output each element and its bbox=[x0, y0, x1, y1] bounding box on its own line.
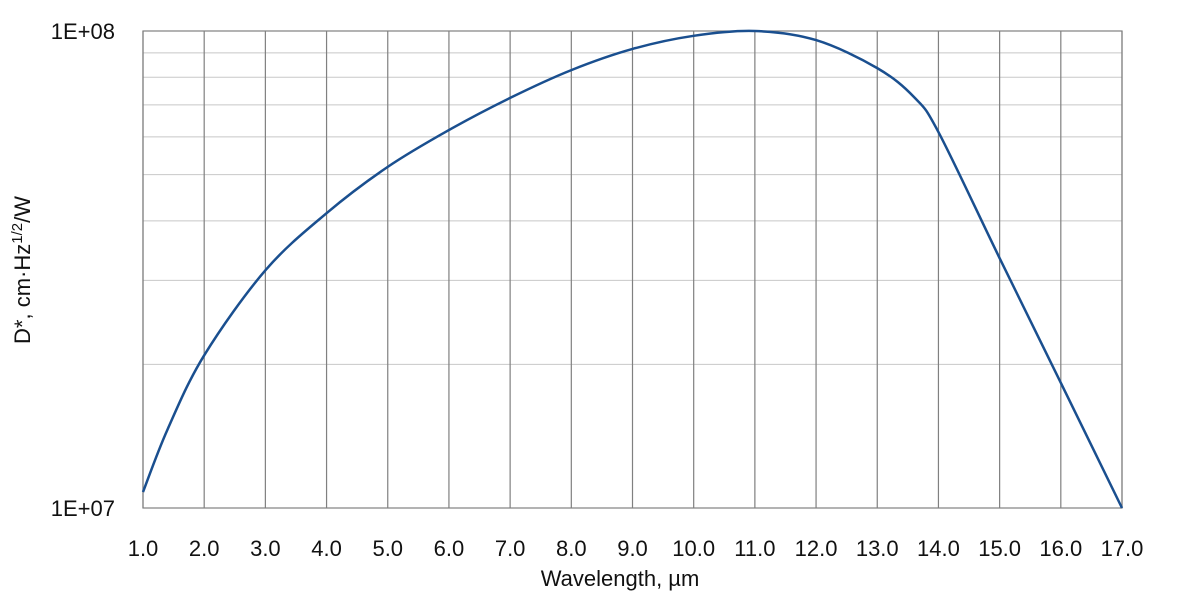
x-axis-label: Wavelength, µm bbox=[541, 566, 700, 591]
y-label-text: D*, cm·Hz bbox=[10, 244, 35, 344]
x-tick-label: 2.0 bbox=[189, 536, 220, 561]
x-tick-label: 12.0 bbox=[795, 536, 838, 561]
y-tick-label: 1E+07 bbox=[51, 496, 115, 521]
y-label-suffix: /W bbox=[10, 196, 35, 223]
x-tick-label: 13.0 bbox=[856, 536, 899, 561]
x-tick-label: 16.0 bbox=[1039, 536, 1082, 561]
x-tick-label: 14.0 bbox=[917, 536, 960, 561]
x-tick-label: 11.0 bbox=[734, 536, 775, 561]
x-tick-label: 8.0 bbox=[556, 536, 587, 561]
plot-border bbox=[142, 30, 1123, 509]
x-tick-label: 9.0 bbox=[617, 536, 648, 561]
y-axis-label: D*, cm·Hz1/2/W bbox=[9, 196, 35, 344]
x-tick-label: 7.0 bbox=[495, 536, 526, 561]
data-line bbox=[141, 29, 1124, 509]
y-tick-label: 1E+08 bbox=[51, 19, 115, 44]
x-tick-label: 10.0 bbox=[672, 536, 715, 561]
x-tick-label: 1.0 bbox=[128, 536, 159, 561]
x-tick-label: 17.0 bbox=[1101, 536, 1144, 561]
y-label-sup: 1/2 bbox=[9, 223, 26, 244]
x-tick-label: 15.0 bbox=[978, 536, 1021, 561]
x-tick-label: 4.0 bbox=[311, 536, 342, 561]
x-tick-label: 6.0 bbox=[434, 536, 465, 561]
x-tick-label: 3.0 bbox=[250, 536, 281, 561]
x-tick-label: 5.0 bbox=[372, 536, 403, 561]
